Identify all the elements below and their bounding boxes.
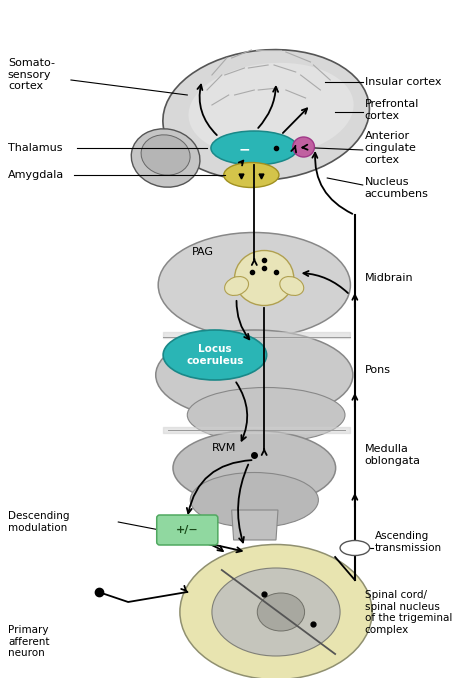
Ellipse shape	[131, 129, 200, 187]
Ellipse shape	[280, 277, 304, 296]
Ellipse shape	[163, 49, 369, 180]
Text: +/−: +/−	[176, 525, 199, 535]
FancyBboxPatch shape	[157, 515, 218, 545]
Text: Anterior
cingulate
cortex: Anterior cingulate cortex	[365, 132, 417, 165]
Ellipse shape	[257, 593, 305, 631]
Text: Primary
afferent
neuron: Primary afferent neuron	[8, 625, 49, 658]
Text: Medulla
oblongata: Medulla oblongata	[365, 444, 421, 466]
Text: Ascending
transmission: Ascending transmission	[374, 531, 442, 553]
Ellipse shape	[190, 473, 319, 527]
Text: Prefrontal
cortex: Prefrontal cortex	[365, 99, 419, 121]
Ellipse shape	[187, 388, 345, 443]
Ellipse shape	[163, 330, 267, 380]
Text: Midbrain: Midbrain	[365, 273, 413, 283]
Ellipse shape	[158, 233, 350, 338]
Ellipse shape	[340, 540, 370, 555]
Ellipse shape	[189, 63, 354, 157]
Ellipse shape	[225, 277, 248, 296]
Text: Thalamus: Thalamus	[8, 143, 63, 153]
Text: Pons: Pons	[365, 365, 391, 375]
Ellipse shape	[173, 431, 336, 506]
Ellipse shape	[224, 163, 279, 188]
Text: Nucleus
accumbens: Nucleus accumbens	[365, 177, 428, 199]
Ellipse shape	[293, 137, 314, 157]
Text: Descending
modulation: Descending modulation	[8, 511, 69, 533]
Ellipse shape	[141, 135, 190, 175]
Ellipse shape	[180, 544, 372, 678]
Text: Locus
coeruleus: Locus coeruleus	[186, 344, 244, 366]
Ellipse shape	[235, 250, 294, 306]
Text: −: −	[238, 142, 250, 156]
Text: Somato-
sensory
cortex: Somato- sensory cortex	[8, 58, 55, 92]
Text: RVM: RVM	[212, 443, 237, 453]
Text: PAG: PAG	[192, 247, 214, 257]
Text: Spinal cord/
spinal nucleus
of the trigeminal
complex: Spinal cord/ spinal nucleus of the trige…	[365, 590, 452, 635]
Text: Amygdala: Amygdala	[8, 170, 64, 180]
Text: Insular cortex: Insular cortex	[365, 77, 441, 87]
Ellipse shape	[156, 330, 353, 420]
Ellipse shape	[212, 568, 340, 656]
Ellipse shape	[211, 131, 298, 165]
Polygon shape	[232, 510, 278, 540]
